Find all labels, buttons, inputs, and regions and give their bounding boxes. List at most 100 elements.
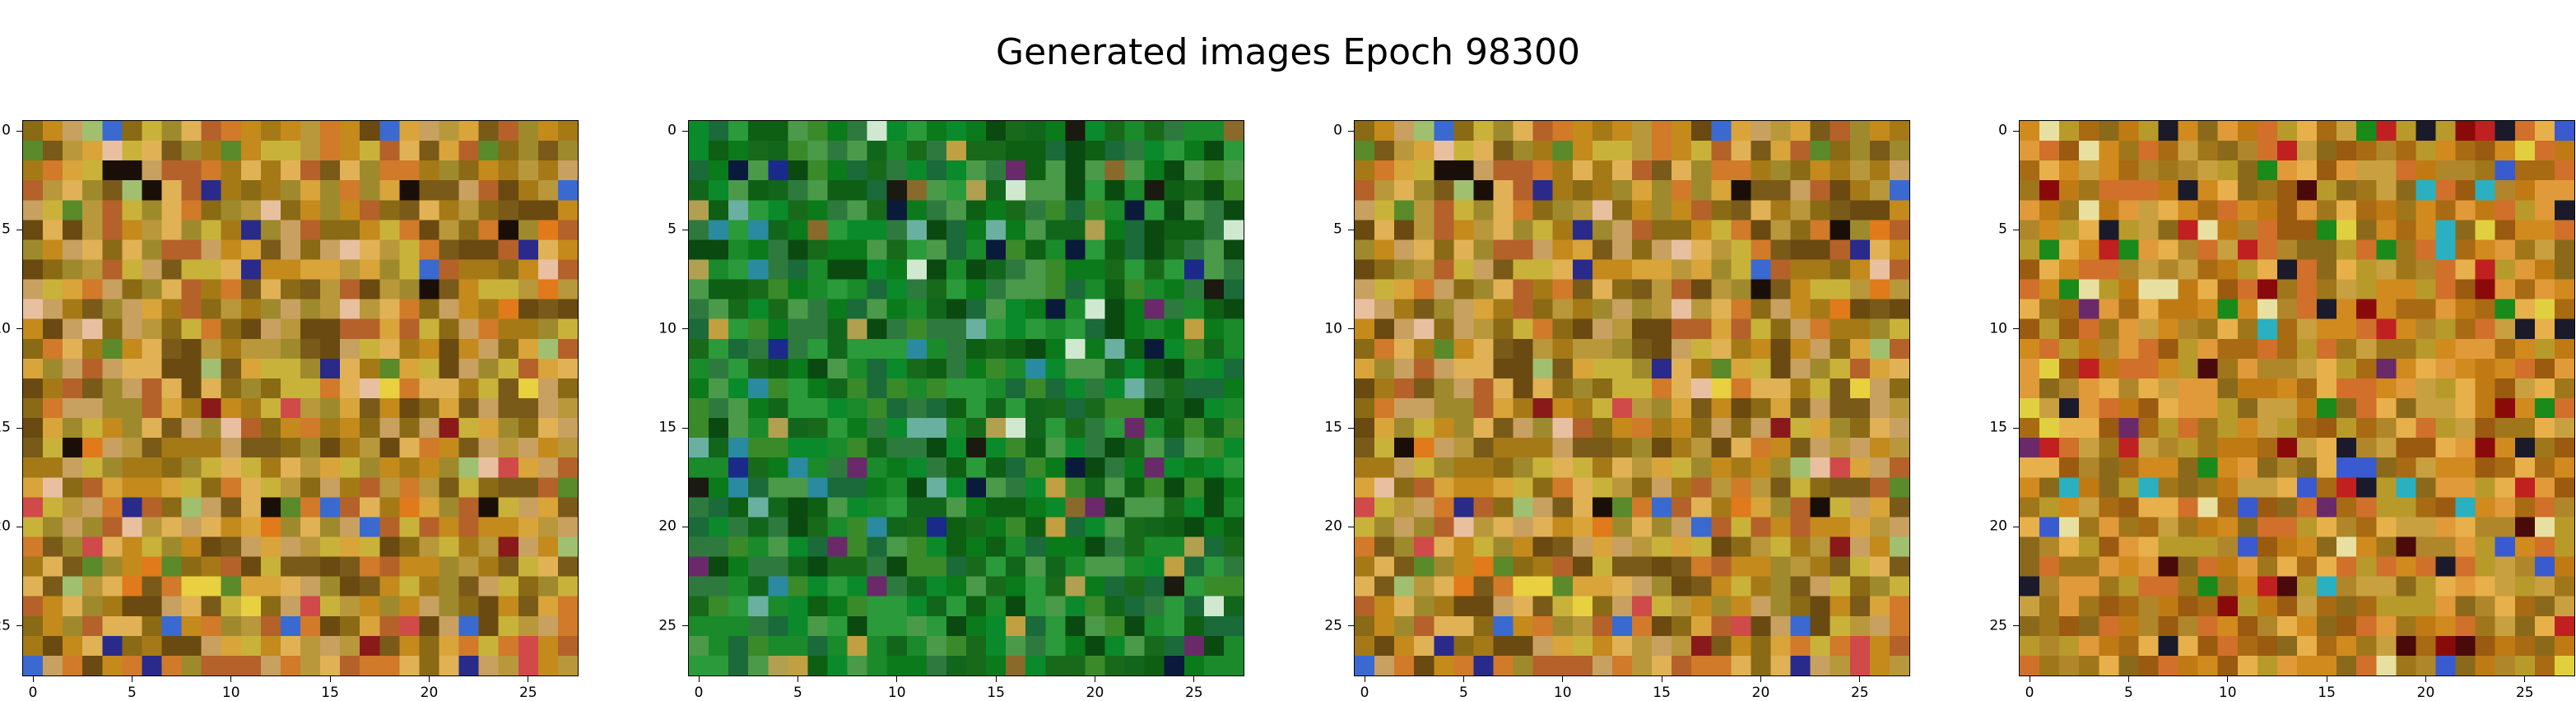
heatmap-cell bbox=[807, 438, 828, 458]
heatmap-cell bbox=[1850, 160, 1871, 181]
heatmap-cell bbox=[2159, 398, 2179, 419]
heatmap-cell bbox=[2079, 497, 2099, 518]
heatmap-cell bbox=[2476, 280, 2496, 300]
heatmap-cell bbox=[907, 220, 928, 240]
heatmap-cell bbox=[340, 180, 360, 201]
heatmap-cell bbox=[689, 160, 709, 181]
heatmap-cell bbox=[986, 477, 1007, 498]
heatmap-cell bbox=[1224, 477, 1244, 498]
heatmap-cell bbox=[1025, 359, 1046, 379]
heatmap-cell bbox=[399, 180, 420, 201]
heatmap-cell bbox=[1355, 280, 1375, 300]
heatmap-cell bbox=[1025, 497, 1046, 518]
heatmap-cell bbox=[122, 616, 142, 637]
heatmap-cell bbox=[768, 418, 788, 439]
heatmap-cell bbox=[1791, 260, 1811, 281]
heatmap-cell bbox=[1533, 656, 1554, 675]
heatmap-cell bbox=[1414, 656, 1434, 675]
heatmap-cell bbox=[1394, 497, 1415, 518]
heatmap-cell bbox=[320, 121, 341, 142]
heatmap-cell bbox=[1672, 121, 1692, 142]
heatmap-cell bbox=[2436, 457, 2457, 478]
heatmap-cell bbox=[320, 141, 341, 161]
heatmap-cell bbox=[419, 299, 439, 320]
heatmap-cell bbox=[1025, 457, 1046, 478]
heatmap-cell bbox=[1394, 656, 1415, 675]
heatmap-cell bbox=[1890, 636, 1909, 657]
heatmap-cell bbox=[2495, 160, 2516, 181]
heatmap-cell bbox=[419, 121, 439, 142]
heatmap-cell bbox=[1573, 160, 1593, 181]
heatmap-cell bbox=[887, 319, 908, 340]
heatmap-cell bbox=[1612, 537, 1633, 558]
heatmap-cell bbox=[1453, 339, 1474, 360]
heatmap-cell bbox=[1514, 220, 1534, 240]
heatmap-cell bbox=[2059, 200, 2080, 221]
heatmap-cell bbox=[23, 497, 44, 518]
heatmap-cell bbox=[2456, 557, 2476, 578]
heatmap-cell bbox=[1593, 339, 1613, 360]
heatmap-cell bbox=[2238, 220, 2258, 240]
heatmap-cell bbox=[2218, 339, 2239, 360]
heatmap-cell bbox=[1711, 280, 1732, 300]
heatmap-cell bbox=[2020, 378, 2040, 399]
heatmap-cell bbox=[2495, 299, 2516, 320]
heatmap-cell bbox=[162, 418, 183, 439]
heatmap-cell bbox=[1771, 636, 1792, 657]
heatmap-cell bbox=[1414, 418, 1434, 439]
heatmap-cell bbox=[2138, 160, 2159, 181]
heatmap-cell bbox=[202, 477, 222, 498]
heatmap-panel-2: 0 5 10 15 20 25 0 5 10 15 20 25 bbox=[688, 120, 1244, 676]
heatmap-cell bbox=[182, 577, 202, 597]
heatmap-cell bbox=[689, 577, 709, 597]
heatmap-cell bbox=[1691, 141, 1712, 161]
heatmap-cell bbox=[459, 141, 480, 161]
heatmap-cell bbox=[1453, 438, 1474, 458]
heatmap-cell bbox=[1890, 597, 1909, 617]
heatmap-cell bbox=[2376, 339, 2397, 360]
heatmap-cell bbox=[202, 220, 222, 240]
heatmap-cell bbox=[1652, 636, 1672, 657]
heatmap-cell bbox=[1533, 160, 1554, 181]
heatmap-cell bbox=[1414, 577, 1434, 597]
heatmap-cell bbox=[1224, 160, 1244, 181]
heatmap-cell bbox=[320, 220, 341, 240]
heatmap-cell bbox=[2337, 239, 2357, 260]
heatmap-cell bbox=[966, 239, 987, 260]
heatmap-cell bbox=[360, 457, 380, 478]
heatmap-cell bbox=[2356, 160, 2377, 181]
heatmap-cell bbox=[1652, 656, 1672, 675]
heatmap-cell bbox=[2555, 220, 2574, 240]
heatmap-cell bbox=[1085, 557, 1105, 578]
heatmap-cell bbox=[2178, 121, 2199, 142]
heatmap-cell bbox=[907, 616, 928, 637]
heatmap-cell bbox=[2535, 220, 2555, 240]
heatmap-cell bbox=[2059, 557, 2080, 578]
heatmap-cell bbox=[1691, 239, 1712, 260]
x-tick bbox=[1859, 676, 1860, 682]
heatmap-cell bbox=[2317, 180, 2337, 201]
heatmap-cell bbox=[2476, 220, 2496, 240]
heatmap-cell bbox=[2059, 537, 2080, 558]
heatmap-cell bbox=[1870, 577, 1890, 597]
heatmap-cell bbox=[2396, 359, 2416, 379]
heatmap-cell bbox=[2416, 359, 2436, 379]
heatmap-cell bbox=[1125, 121, 1146, 142]
heatmap-cell bbox=[1184, 180, 1205, 201]
heatmap-cell bbox=[1204, 359, 1225, 379]
heatmap-cell bbox=[281, 398, 301, 419]
heatmap-cell bbox=[1165, 378, 1185, 399]
heatmap-cell bbox=[241, 497, 262, 518]
heatmap-cell bbox=[518, 200, 539, 221]
heatmap-cell bbox=[23, 359, 44, 379]
heatmap-cell bbox=[1771, 497, 1792, 518]
heatmap-cell bbox=[1065, 557, 1086, 578]
heatmap-cell bbox=[142, 597, 162, 617]
heatmap-cell bbox=[2476, 260, 2496, 281]
heatmap-cell bbox=[1045, 299, 1066, 320]
heatmap-cell bbox=[439, 359, 460, 379]
heatmap-cell bbox=[1045, 220, 1066, 240]
y-tick bbox=[682, 131, 688, 132]
heatmap-cell bbox=[1711, 319, 1732, 340]
heatmap-cell bbox=[340, 537, 360, 558]
